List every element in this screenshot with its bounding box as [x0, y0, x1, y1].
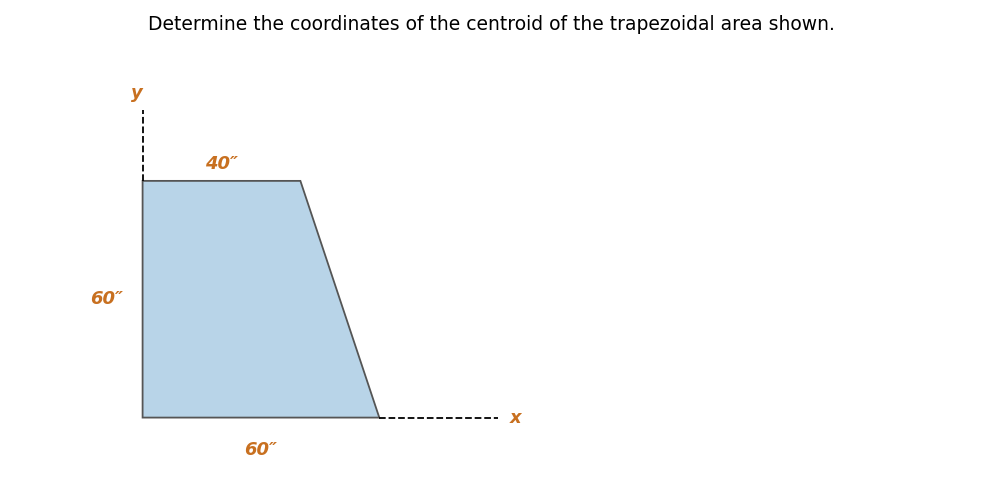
Text: x: x	[510, 408, 521, 427]
Text: 60″: 60″	[90, 290, 124, 308]
Text: y: y	[131, 84, 142, 102]
Polygon shape	[142, 181, 379, 417]
Text: 40″: 40″	[205, 155, 238, 173]
Text: 60″: 60″	[245, 441, 278, 459]
Text: Determine the coordinates of the centroid of the trapezoidal area shown.: Determine the coordinates of the centroi…	[147, 15, 835, 34]
